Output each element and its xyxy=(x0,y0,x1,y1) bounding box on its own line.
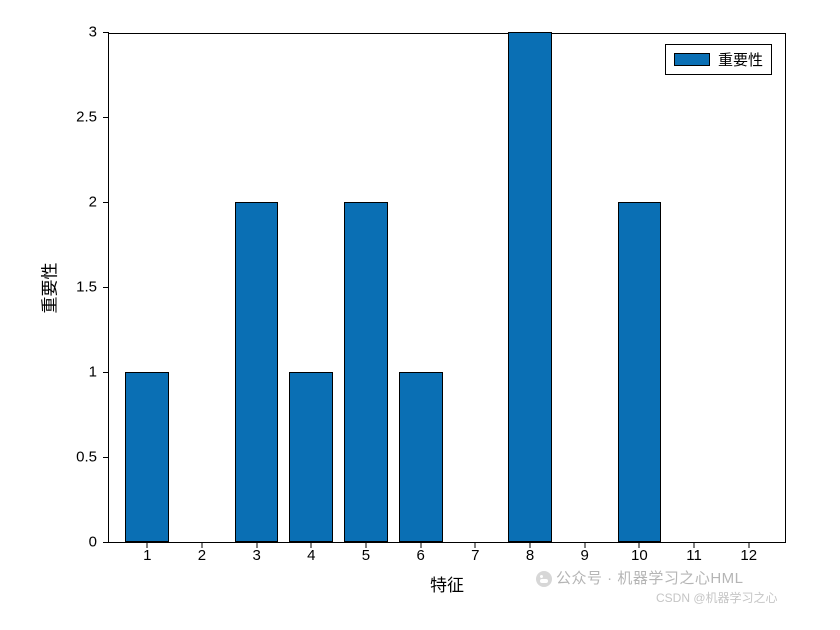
y-tick-label: 2.5 xyxy=(76,109,97,126)
y-tick-mark xyxy=(103,117,109,118)
y-axis-label: 重要性 xyxy=(36,263,61,314)
plot-area: 12345678910111200.511.522.53 xyxy=(108,33,786,543)
bar xyxy=(399,372,443,542)
wechat-icon xyxy=(536,571,552,587)
x-tick-label: 8 xyxy=(526,547,534,564)
x-tick-label: 7 xyxy=(471,547,479,564)
bar xyxy=(289,372,333,542)
x-tick-label: 3 xyxy=(252,547,260,564)
y-tick-mark xyxy=(103,542,109,543)
x-tick-label: 2 xyxy=(198,547,206,564)
legend-swatch xyxy=(674,53,710,66)
bar xyxy=(344,202,388,542)
x-tick-label: 6 xyxy=(416,547,424,564)
legend-label: 重要性 xyxy=(718,49,763,70)
bar xyxy=(235,202,279,542)
x-tick-label: 4 xyxy=(307,547,315,564)
watermark-wechat: 公众号 · 机器学习之心HML xyxy=(536,567,744,588)
x-axis-label: 特征 xyxy=(430,571,464,596)
x-tick-label: 11 xyxy=(686,547,702,564)
bar xyxy=(125,372,169,542)
watermark-csdn: CSDN @机器学习之心 xyxy=(656,589,778,606)
bar xyxy=(508,32,552,542)
figure: 12345678910111200.511.522.53 特征 重要性 重要性 … xyxy=(0,0,840,630)
x-tick-label: 1 xyxy=(143,547,151,564)
y-tick-mark xyxy=(103,372,109,373)
y-tick-label: 0.5 xyxy=(76,449,97,466)
y-tick-label: 2 xyxy=(89,194,97,211)
y-tick-label: 3 xyxy=(89,24,97,41)
x-tick-label: 10 xyxy=(631,547,648,564)
x-tick-label: 12 xyxy=(740,547,757,564)
y-tick-label: 1.5 xyxy=(76,279,97,296)
y-tick-label: 1 xyxy=(89,364,97,381)
x-tick-label: 5 xyxy=(362,547,370,564)
y-tick-mark xyxy=(103,287,109,288)
y-tick-label: 0 xyxy=(89,534,97,551)
bar xyxy=(618,202,662,542)
y-tick-mark xyxy=(103,457,109,458)
watermark-wechat-text: 公众号 · 机器学习之心HML xyxy=(556,570,744,587)
legend: 重要性 xyxy=(665,44,772,75)
x-tick-label: 9 xyxy=(581,547,589,564)
y-tick-mark xyxy=(103,32,109,33)
y-tick-mark xyxy=(103,202,109,203)
